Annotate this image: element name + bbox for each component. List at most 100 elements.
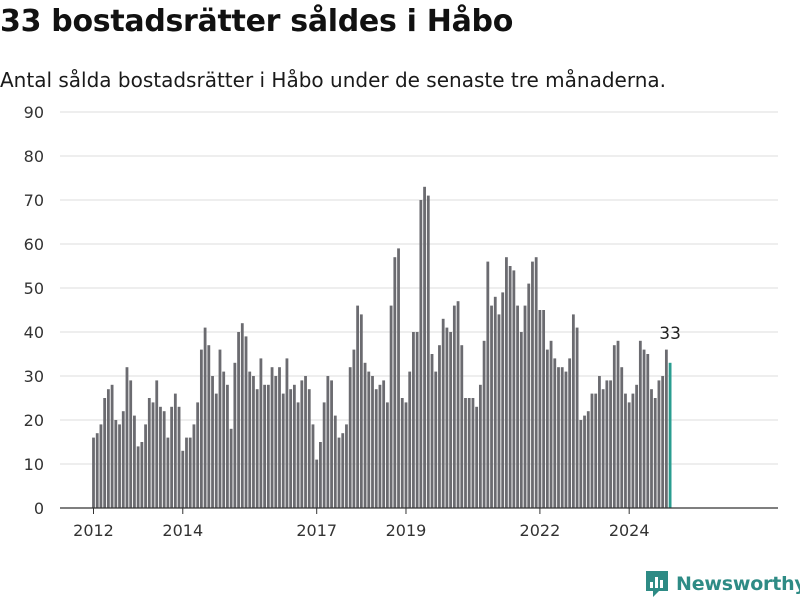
bar [133, 415, 136, 508]
bar [348, 367, 352, 508]
bar [419, 200, 423, 508]
bar [229, 428, 233, 508]
bar [423, 186, 426, 509]
bar [240, 323, 244, 508]
bar-highlight [668, 362, 672, 508]
bar [326, 376, 330, 508]
bar [627, 402, 631, 508]
bar [508, 266, 512, 508]
x-tick-label: 2024 [609, 521, 650, 540]
bar [389, 305, 393, 508]
bar [657, 380, 661, 508]
bar [266, 384, 270, 508]
bar [99, 424, 103, 508]
bar [549, 340, 553, 508]
bar [497, 314, 501, 508]
bar [296, 402, 300, 508]
bar [408, 371, 412, 508]
chart-subtitle: Antal sålda bostadsrätter i Håbo under d… [0, 68, 667, 92]
bar [374, 389, 378, 508]
bar [341, 433, 345, 508]
data-label-latest: 33 [659, 324, 681, 344]
bar [464, 398, 467, 508]
bar [274, 376, 278, 508]
bar [393, 257, 397, 508]
bar [560, 367, 564, 508]
bar [259, 358, 263, 508]
bar [252, 376, 255, 508]
bar [211, 376, 214, 508]
bar [642, 349, 646, 508]
bar [173, 393, 177, 508]
bar [531, 261, 534, 508]
bar [166, 437, 170, 508]
bar [155, 380, 159, 508]
bars [92, 186, 672, 509]
bar [304, 376, 307, 508]
y-tick-label: 40 [24, 323, 44, 342]
y-tick-label: 30 [24, 367, 44, 386]
bar [542, 310, 546, 508]
bar [475, 406, 479, 508]
bar [226, 384, 229, 508]
bar [285, 358, 289, 508]
bar [237, 332, 240, 508]
bar [307, 389, 311, 508]
bar [121, 411, 125, 508]
grid-lines [60, 111, 778, 465]
bar [527, 283, 531, 508]
bar [147, 398, 151, 508]
newsworthy-logo-icon [646, 571, 668, 597]
bar [664, 349, 668, 508]
bar [281, 393, 285, 508]
bar [571, 314, 575, 508]
y-tick-label: 90 [24, 103, 44, 122]
bar [404, 402, 408, 508]
bar [631, 393, 635, 508]
bar [151, 402, 155, 508]
bar [292, 384, 296, 508]
bar [616, 340, 620, 508]
bar [185, 437, 188, 508]
bar [188, 437, 192, 508]
bar [371, 376, 374, 508]
y-tick-label: 0 [34, 499, 44, 518]
bar [359, 314, 363, 508]
bar [385, 402, 389, 508]
bar [452, 305, 456, 508]
bar [144, 424, 147, 508]
bar [181, 450, 185, 508]
bar [646, 354, 650, 508]
bar [434, 371, 438, 508]
bar [601, 389, 605, 508]
bar [103, 398, 107, 508]
x-tick-label: 2017 [296, 521, 337, 540]
bar [460, 345, 464, 508]
bar [609, 380, 612, 508]
bar [140, 442, 144, 508]
bar [553, 358, 557, 508]
bar [583, 415, 586, 508]
y-tick-label: 70 [24, 191, 44, 210]
bar [594, 393, 598, 508]
bar [661, 376, 665, 508]
newsworthy-logo: Newsworthy [644, 568, 800, 600]
y-axis: 0 10 20 30 40 50 60 70 80 90 [24, 103, 44, 518]
x-tick-label: 2022 [520, 521, 561, 540]
bar [456, 301, 460, 508]
bar [624, 393, 627, 508]
bar [493, 296, 497, 508]
data-labels: 33 [659, 324, 681, 344]
bar [478, 384, 482, 508]
y-tick-label: 80 [24, 147, 44, 166]
bar [95, 433, 99, 508]
bar [538, 310, 542, 508]
bar [162, 411, 166, 508]
bar [653, 398, 657, 508]
bar [557, 367, 560, 508]
bar [430, 354, 434, 508]
bar [300, 380, 304, 508]
bar [170, 406, 174, 508]
bar [319, 442, 322, 508]
